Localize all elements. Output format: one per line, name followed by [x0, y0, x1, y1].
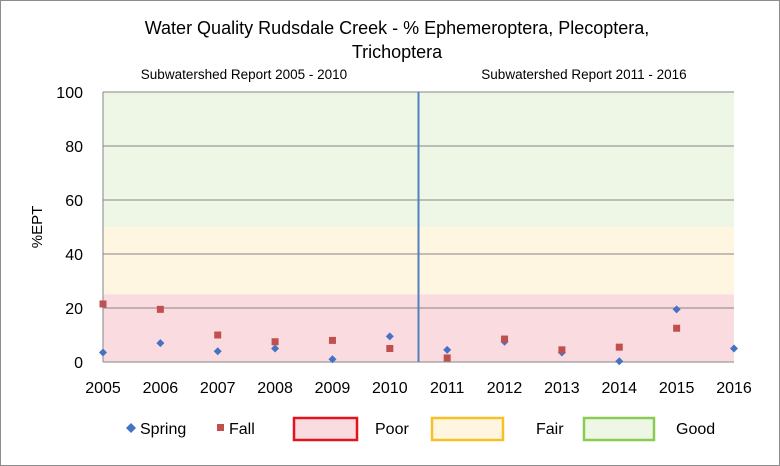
x-tick-label-2005: 2005	[85, 380, 121, 397]
y-tick-label-20: 20	[65, 301, 83, 318]
fall-point-2008	[271, 338, 279, 346]
fall-point-2006	[156, 305, 164, 313]
spring-point-2007	[213, 347, 222, 356]
fall-point-2009	[328, 336, 336, 344]
x-tick-label-2011: 2011	[430, 380, 465, 397]
y-tick-label-40: 40	[65, 247, 83, 264]
fall-point-2015	[673, 324, 681, 332]
y-tick-label-80: 80	[65, 139, 83, 156]
x-tick-label-2012: 2012	[487, 380, 523, 397]
spring-point-2011	[443, 345, 452, 354]
fall-point-2013	[558, 346, 566, 354]
x-tick-label-2010: 2010	[372, 380, 408, 397]
spring-point-2015	[672, 305, 681, 314]
y-tick-label-100: 100	[56, 85, 83, 102]
spring-point-2006	[156, 339, 165, 348]
x-tick-label-2009: 2009	[315, 380, 351, 397]
x-tick-label-2006: 2006	[143, 380, 179, 397]
fall-point-2011	[443, 354, 451, 362]
legend-poor-label: Poor	[375, 421, 409, 438]
legend-spring-label: Spring	[140, 421, 186, 438]
spring-point-2014	[615, 357, 624, 366]
y-axis-label: %EPT	[29, 206, 46, 249]
spring-point-2008	[271, 344, 280, 353]
fall-point-2005	[99, 300, 107, 308]
spring-point-2009	[328, 355, 337, 364]
spring-point-2010	[385, 332, 394, 341]
x-tick-label-2013: 2013	[544, 380, 580, 397]
chart-title-line-2: Trichoptera	[352, 42, 443, 62]
fall-point-2007	[214, 331, 222, 339]
legend-good-label: Good	[676, 421, 715, 438]
y-tick-label-60: 60	[65, 193, 83, 210]
legend-fair-swatch	[430, 416, 505, 442]
x-tick-label-2014: 2014	[601, 380, 637, 397]
annotation-report-2011-2016: Subwatershed Report 2011 - 2016	[481, 67, 686, 82]
fall-point-2010	[386, 345, 394, 352]
legend: Spring Fall Poor Fair Good	[126, 416, 715, 442]
tick-labels: 0 20 40 60 80 100 2005 2006 2007 2008 2009 2010 2011…	[56, 85, 752, 397]
chart-title-line-1: Water Quality Rudsdale Creek - % Ephemer…	[145, 18, 650, 38]
x-tick-label-2016: 2016	[716, 380, 752, 397]
x-tick-label-2007: 2007	[200, 380, 236, 397]
annotation-report-2005-2010: Subwatershed Report 2005 - 2010	[141, 67, 347, 82]
y-tick-label-0: 0	[74, 355, 83, 372]
x-tick-label-2015: 2015	[659, 380, 695, 397]
axes	[102, 92, 734, 363]
legend-fall-marker	[217, 424, 224, 431]
legend-fall-label: Fall	[229, 421, 255, 438]
x-tick-label-2008: 2008	[257, 380, 293, 397]
spring-point-2005	[99, 348, 107, 357]
spring-point-2016	[730, 344, 738, 353]
legend-spring-marker	[126, 423, 136, 433]
legend-good-swatch	[582, 416, 656, 442]
legend-fair-label: Fair	[536, 421, 564, 438]
fall-point-2012	[501, 335, 509, 343]
data-points	[99, 300, 738, 366]
fall-point-2014	[615, 343, 623, 351]
legend-poor-swatch	[292, 416, 359, 442]
